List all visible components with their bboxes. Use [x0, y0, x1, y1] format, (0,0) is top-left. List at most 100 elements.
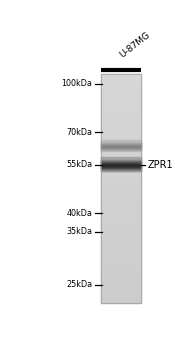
Bar	[100, 199, 141, 200]
Bar	[100, 205, 141, 206]
Text: ZPR1: ZPR1	[148, 160, 174, 170]
Bar	[100, 94, 141, 95]
Bar	[100, 117, 141, 118]
Bar	[100, 198, 141, 199]
Bar	[100, 161, 141, 162]
Bar	[100, 296, 141, 298]
Bar	[100, 232, 141, 233]
Bar	[100, 290, 141, 291]
Bar	[100, 227, 141, 228]
Bar	[100, 294, 141, 295]
Bar	[100, 253, 141, 254]
Bar	[100, 276, 141, 277]
Bar	[100, 103, 141, 104]
Text: 100kDa: 100kDa	[62, 79, 92, 88]
Bar	[100, 159, 141, 160]
Bar	[100, 228, 141, 229]
Bar	[100, 74, 141, 76]
Bar	[100, 106, 141, 107]
Bar	[100, 107, 141, 109]
Bar	[100, 174, 141, 175]
Text: 70kDa: 70kDa	[66, 128, 92, 137]
Bar	[100, 273, 141, 274]
Bar	[100, 161, 141, 162]
Bar	[100, 158, 141, 159]
Bar	[100, 101, 141, 102]
Bar	[100, 177, 141, 178]
Bar	[100, 110, 141, 111]
Bar	[100, 275, 141, 276]
Bar	[100, 163, 141, 164]
Bar	[100, 167, 141, 168]
Bar	[100, 87, 141, 88]
Bar	[100, 142, 141, 143]
Bar	[100, 154, 141, 156]
Bar	[100, 137, 141, 139]
Bar	[100, 156, 141, 157]
Bar	[100, 252, 141, 253]
Bar	[100, 257, 141, 258]
Bar	[100, 216, 141, 217]
Bar	[100, 165, 141, 166]
Bar	[100, 259, 141, 260]
Bar	[100, 157, 141, 158]
Bar	[100, 265, 141, 266]
Bar	[100, 217, 141, 219]
Bar	[100, 285, 141, 286]
Bar	[100, 280, 141, 282]
Bar	[100, 143, 141, 144]
Bar	[100, 109, 141, 110]
Text: 40kDa: 40kDa	[66, 209, 92, 218]
Bar	[100, 93, 141, 94]
Bar	[100, 128, 141, 129]
Bar	[100, 147, 141, 148]
Bar	[100, 206, 141, 207]
Bar	[100, 211, 141, 212]
Bar	[100, 136, 141, 137]
Bar	[100, 147, 141, 148]
Bar	[100, 255, 141, 257]
Bar	[100, 196, 141, 197]
Bar	[100, 122, 141, 124]
Bar	[100, 99, 141, 101]
Bar	[100, 144, 141, 145]
Bar	[100, 240, 141, 241]
Bar	[100, 129, 141, 131]
Bar	[100, 190, 141, 191]
Text: U-87MG: U-87MG	[118, 30, 152, 60]
Bar	[100, 164, 141, 165]
Bar	[100, 145, 141, 146]
Bar	[100, 89, 141, 90]
Bar	[100, 90, 141, 91]
Bar	[100, 298, 141, 299]
Bar	[100, 299, 141, 300]
Bar	[100, 223, 141, 224]
Bar	[100, 224, 141, 225]
Bar	[100, 170, 141, 171]
Bar	[100, 121, 141, 122]
Bar	[100, 195, 141, 196]
Bar	[100, 84, 141, 85]
Bar	[100, 237, 141, 238]
Bar	[100, 235, 141, 236]
Bar	[100, 82, 141, 84]
Bar	[100, 187, 141, 188]
Bar	[100, 274, 141, 275]
Text: 25kDa: 25kDa	[66, 280, 92, 289]
Bar	[100, 132, 141, 133]
Bar	[100, 112, 141, 113]
Bar	[100, 161, 141, 162]
Bar	[100, 233, 141, 235]
Bar	[100, 189, 141, 190]
Text: 35kDa: 35kDa	[66, 228, 92, 237]
Bar	[100, 286, 141, 287]
Bar	[100, 166, 141, 167]
Bar	[100, 148, 141, 149]
Bar	[100, 236, 141, 237]
Bar	[100, 230, 141, 231]
Bar	[100, 147, 141, 148]
Bar	[100, 248, 141, 250]
Bar	[100, 213, 141, 214]
Bar	[100, 261, 141, 262]
Bar	[100, 203, 141, 204]
